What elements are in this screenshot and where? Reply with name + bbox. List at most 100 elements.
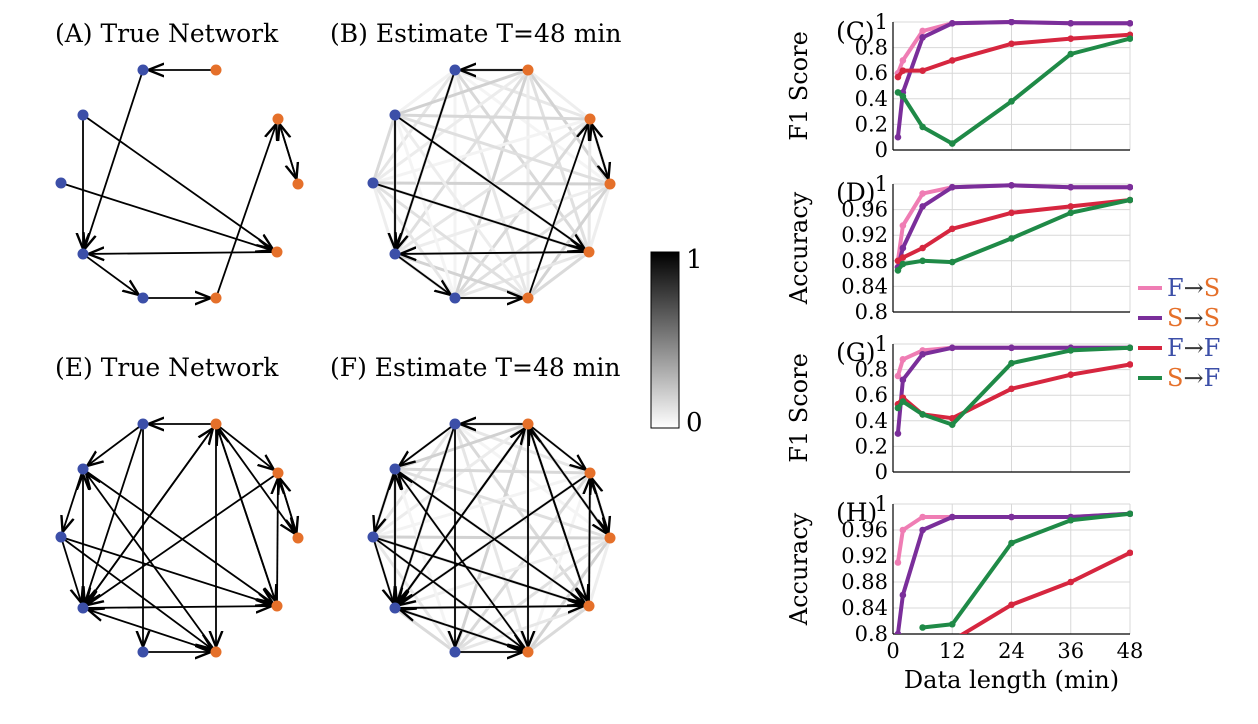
data-point-S→F bbox=[948, 620, 956, 628]
y-tick-label: 0.88 bbox=[841, 570, 888, 594]
x-tick-label: 36 bbox=[1057, 639, 1084, 663]
network-b-weak-edge bbox=[394, 113, 591, 121]
network-e-edge bbox=[218, 430, 277, 602]
plot-area bbox=[894, 19, 1133, 147]
data-point-S→S bbox=[948, 344, 956, 352]
data-point-S→F bbox=[1008, 98, 1015, 105]
data-point-F→F bbox=[1067, 578, 1075, 586]
network-f-weak-edge bbox=[394, 467, 611, 540]
data-point-F→S bbox=[899, 222, 907, 229]
y-tick-label: 0.2 bbox=[855, 434, 888, 458]
network-a-slow-node bbox=[272, 113, 284, 125]
y-tick-label: 1 bbox=[875, 172, 888, 196]
data-point-F→F bbox=[899, 254, 907, 261]
network-f-edge bbox=[401, 610, 524, 652]
y-axis-label: F1 Score bbox=[785, 31, 813, 141]
chart-c: (C) 00.20.40.60.81 F1 Score bbox=[785, 10, 1133, 162]
network-e-fast-node bbox=[77, 602, 89, 614]
data-point-F→S bbox=[899, 526, 907, 534]
network-a bbox=[55, 64, 304, 304]
network-f-edge bbox=[399, 606, 583, 608]
network-e-fast-node bbox=[55, 531, 67, 543]
y-tick-label: 0.8 bbox=[855, 358, 888, 382]
network-a-fast-node bbox=[77, 109, 89, 121]
network-e-edge bbox=[64, 539, 211, 648]
network-a-fast-node bbox=[137, 64, 149, 76]
network-f-weak-edge bbox=[393, 468, 457, 653]
plot-area bbox=[894, 510, 1133, 634]
y-tick-label: 0.4 bbox=[855, 87, 888, 111]
network-e-edge bbox=[87, 606, 271, 608]
network-b-weak-edge bbox=[394, 252, 529, 300]
series-line-S→F bbox=[922, 511, 1131, 630]
data-point-S→F bbox=[1008, 539, 1015, 547]
x-tick-label: 24 bbox=[998, 639, 1025, 663]
network-b bbox=[367, 64, 616, 304]
y-tick-label: 0.96 bbox=[841, 518, 888, 542]
chart-panel-label: (D) bbox=[836, 178, 876, 207]
data-point-S→F bbox=[894, 89, 902, 96]
data-point-F→F bbox=[894, 73, 902, 81]
data-point-F→F bbox=[919, 67, 926, 74]
chart-d: (D) 0.80.840.880.920.961 Accuracy bbox=[785, 172, 1133, 324]
network-b-weak-edge bbox=[372, 68, 529, 185]
data-point-S→S bbox=[948, 19, 956, 27]
network-b-fast-node bbox=[449, 64, 461, 76]
network-f-edge bbox=[398, 471, 584, 603]
data-point-S→F bbox=[1067, 347, 1075, 354]
network-f bbox=[367, 418, 616, 658]
data-point-F→S bbox=[919, 27, 926, 35]
series-line-S→F bbox=[896, 36, 1131, 146]
y-tick-label: 0.4 bbox=[855, 409, 888, 433]
network-f-edge bbox=[376, 539, 523, 648]
network-f-slow-node bbox=[604, 532, 616, 544]
data-point-F→F bbox=[919, 244, 926, 252]
network-e-edge bbox=[65, 537, 272, 605]
network-f-weak-edge bbox=[394, 536, 611, 610]
chart-panel-label: (H) bbox=[836, 498, 877, 527]
data-point-S→S bbox=[894, 630, 902, 634]
data-point-S→S bbox=[919, 203, 926, 210]
network-e-edge bbox=[277, 479, 278, 602]
y-tick-label: 0.6 bbox=[855, 61, 888, 85]
network-a-slow-node bbox=[210, 64, 222, 76]
network-b-fast-node bbox=[449, 292, 461, 304]
network-f-edge bbox=[530, 427, 607, 533]
series-line-F→F bbox=[896, 32, 1131, 79]
data-point-F→S bbox=[919, 513, 926, 521]
legend: F→SS→SF→FS→F bbox=[1138, 274, 1220, 392]
colorbar-gradient bbox=[650, 251, 680, 429]
data-point-F→F bbox=[1126, 361, 1133, 368]
y-tick-label: 0.2 bbox=[855, 112, 888, 136]
network-b-weak-edge bbox=[526, 69, 612, 185]
data-point-S→S bbox=[899, 244, 907, 252]
network-b-edge bbox=[397, 74, 455, 249]
network-f-weak-edge bbox=[526, 537, 612, 653]
network-b-slow-node bbox=[604, 178, 616, 190]
network-f-edge bbox=[373, 541, 393, 602]
network-e-slow-node bbox=[272, 467, 284, 479]
data-point-S→S bbox=[894, 133, 902, 141]
network-f-slow-node bbox=[522, 646, 534, 658]
network-f-slow-node bbox=[522, 418, 534, 430]
network-b-fast-node bbox=[389, 109, 401, 121]
x-tick-label: 12 bbox=[939, 639, 966, 663]
data-point-S→F bbox=[948, 140, 956, 147]
network-b-weak-edge bbox=[453, 118, 592, 299]
y-tick-label: 0.6 bbox=[855, 383, 888, 407]
network-f-fast-node bbox=[389, 602, 401, 614]
data-point-S→F bbox=[919, 257, 926, 265]
network-b-weak-edge bbox=[372, 181, 529, 300]
network-a-edge bbox=[278, 123, 296, 178]
chart-panel-label: (G) bbox=[836, 338, 875, 367]
network-b-weak-edge bbox=[453, 69, 591, 253]
network-b-weak-edge bbox=[394, 68, 529, 117]
network-b-weak-edge bbox=[394, 68, 456, 117]
series-line-F→S bbox=[895, 183, 1130, 262]
network-a-fast-node bbox=[77, 248, 89, 260]
network-e-slow-node bbox=[271, 600, 283, 612]
network-b-weak-edge bbox=[371, 182, 397, 255]
network-b-weak-edge bbox=[454, 68, 611, 186]
data-point-S→F bbox=[1008, 359, 1015, 367]
colorbar-min-label: 0 bbox=[686, 408, 703, 438]
